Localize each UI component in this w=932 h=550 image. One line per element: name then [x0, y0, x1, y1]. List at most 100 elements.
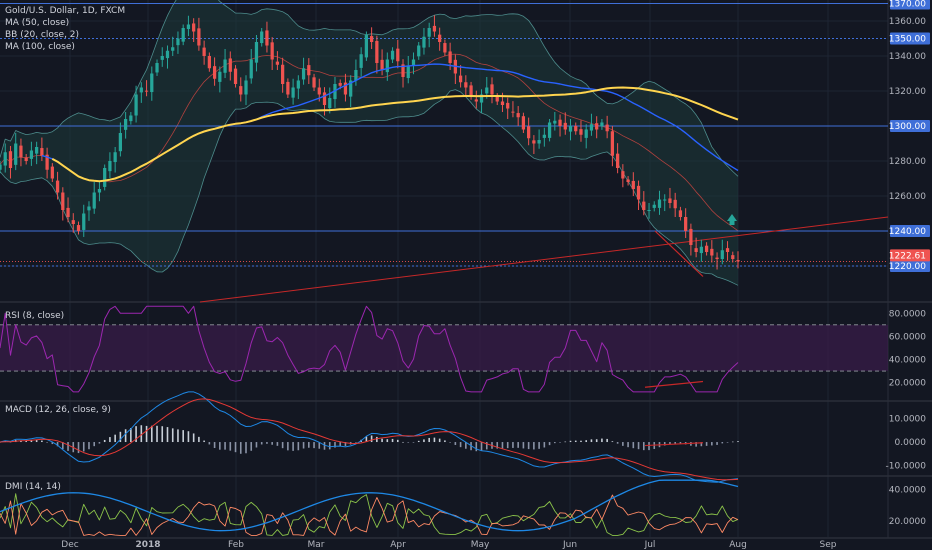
candle-body [469, 85, 473, 97]
candle-body [547, 122, 552, 138]
macd-histogram-bar [46, 442, 48, 443]
candle-body [108, 161, 112, 172]
macd-histogram-bar [574, 440, 577, 443]
macd-histogram-bar [444, 440, 446, 443]
macd-histogram-bar [622, 442, 624, 446]
x-tick-label: Feb [228, 540, 244, 550]
dmi-legend: DMI (14, 14) [5, 481, 61, 493]
macd-histogram-bar [674, 442, 676, 444]
macd-histogram-bar [297, 442, 300, 451]
x-tick-label: Dec [61, 540, 78, 550]
macd-histogram-bar [711, 442, 713, 446]
candle-body [244, 80, 248, 95]
macd-histogram-bar [208, 442, 211, 445]
candle-body [349, 80, 353, 97]
candle-body [438, 34, 442, 42]
main-title: Gold/U.S. Dollar, 1D, FXCM [5, 6, 126, 16]
candle-body [527, 126, 531, 139]
candle-body [406, 66, 410, 79]
macd-histogram-bar [192, 433, 195, 443]
candle-body [657, 199, 662, 208]
candle-body [0, 164, 2, 170]
macd-histogram-bar [177, 429, 179, 443]
legend-ma50: MA (50, close) [5, 18, 70, 28]
candle-body [254, 42, 259, 63]
candle-body [464, 82, 468, 88]
macd-histogram-bar [449, 442, 451, 443]
macd-histogram-bar [376, 436, 378, 443]
candle-body [710, 248, 714, 256]
macd-histogram-bar [234, 442, 237, 453]
macd-histogram-bar [334, 442, 336, 448]
macd-histogram-bar [41, 440, 43, 443]
macd-histogram-bar [276, 442, 279, 446]
rsi-tick-label: 20.0000 [889, 379, 926, 389]
trend-line-support [199, 216, 889, 303]
macd-histogram-bar [93, 442, 96, 447]
macd-histogram-bar [166, 427, 169, 443]
macd-histogram-bar [114, 434, 116, 443]
macd-histogram-bar [171, 428, 174, 443]
candle-body [202, 47, 206, 56]
macd-histogram-bar [30, 440, 33, 443]
candle-body [673, 199, 677, 209]
candle-body [479, 94, 484, 103]
macd-histogram-bar [56, 442, 59, 447]
macd-histogram-bar [35, 440, 38, 443]
candle-body [490, 84, 494, 95]
candle-body [678, 210, 683, 217]
candle-body [605, 124, 609, 132]
macd-histogram-bar [281, 442, 284, 449]
candle-body [239, 86, 243, 95]
macd-histogram-bar [370, 435, 373, 443]
candle-body [432, 25, 437, 32]
macd-histogram-bar [475, 442, 478, 452]
candle-body [495, 96, 499, 102]
bollinger-band-fill [0, 0, 738, 286]
macd-histogram-bar [62, 442, 64, 449]
macd-signal-line [0, 398, 739, 481]
macd-histogram-bar [428, 437, 430, 443]
dmi-plus-line [0, 493, 739, 536]
candle-body [286, 81, 290, 95]
macd-histogram-bar [501, 442, 504, 449]
up-arrow-icon-stem [729, 221, 735, 225]
price-level-tag-text: 1350.00 [889, 35, 926, 45]
macd-histogram-bar [145, 425, 148, 443]
candle-body [521, 116, 526, 130]
macd-histogram-bar [287, 442, 289, 451]
macd-histogram-bar [585, 440, 588, 443]
macd-histogram-bar [721, 442, 724, 444]
candle-body [92, 192, 96, 209]
candle-body [537, 140, 541, 144]
candle-body [192, 23, 196, 32]
macd-histogram-bar [496, 442, 499, 449]
candle-body [574, 126, 578, 132]
candle-body [427, 28, 431, 37]
macd-histogram-bar [77, 442, 80, 454]
macd-tick-label: -10.0000 [886, 462, 927, 472]
macd-histogram-bar [344, 442, 347, 447]
candle-body [249, 59, 253, 79]
macd-histogram-bar [480, 442, 483, 451]
candle-body [647, 210, 651, 211]
candle-body [380, 59, 384, 70]
trend-line-low [654, 230, 704, 277]
adx-line [0, 479, 739, 532]
macd-histogram-bar [391, 438, 394, 443]
candle-body [511, 111, 515, 113]
candle-body [396, 48, 400, 62]
candle-body [584, 129, 588, 138]
macd-histogram-bar [339, 442, 342, 447]
candle-body [171, 47, 175, 51]
candle-body [448, 51, 452, 63]
dmi-title: DMI (14, 14) [5, 482, 61, 492]
candle-body [631, 180, 635, 189]
rsi-tick-label: 40.0000 [889, 356, 926, 366]
macd-histogram-bar [726, 442, 729, 443]
candle-body [144, 90, 149, 92]
candle-body [35, 147, 39, 154]
macd-histogram-bar [150, 425, 153, 443]
dmi-tick-label: 40.0000 [889, 486, 926, 496]
